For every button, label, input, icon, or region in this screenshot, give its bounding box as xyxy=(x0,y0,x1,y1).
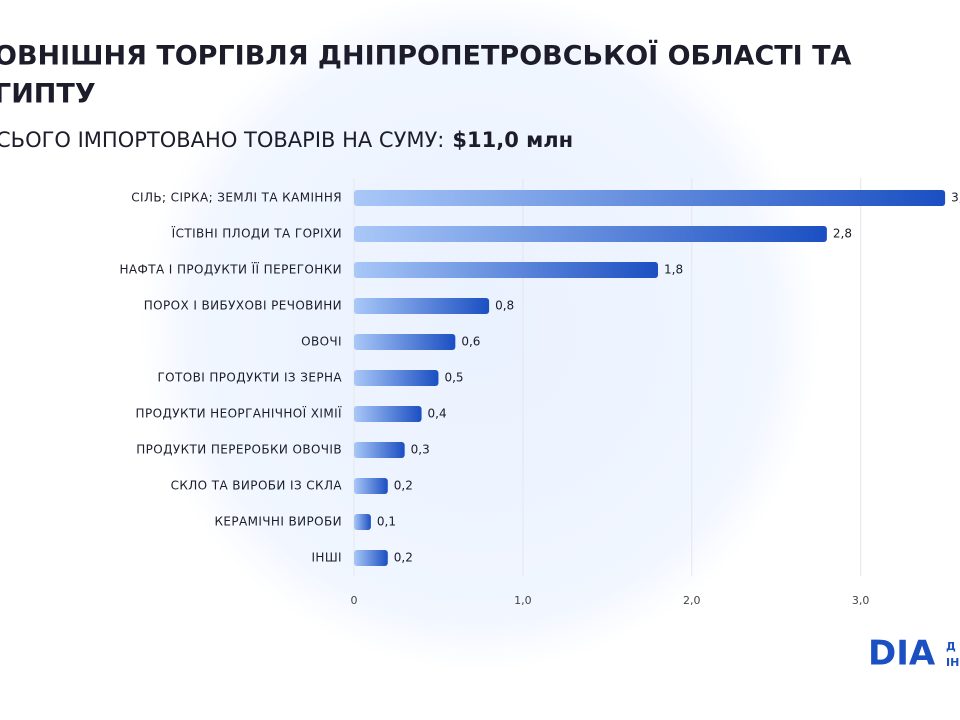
category-label: СКЛО ТА ВИРОБИ ІЗ СКЛА xyxy=(171,479,343,493)
value-label: 0,1 xyxy=(377,515,396,529)
category-label: ГОТОВІ ПРОДУКТИ ІЗ ЗЕРНА xyxy=(157,371,342,385)
bar xyxy=(354,334,456,350)
logo-mark: DIA xyxy=(868,634,936,674)
title-line: ГИПТУ xyxy=(0,79,96,110)
logo-text: Д xyxy=(946,640,956,653)
value-label: 0,2 xyxy=(394,551,413,565)
total: $11,0 млн xyxy=(452,128,573,152)
subtitle: СЬОГО ІМПОРТОВАНО ТОВАРІВ НА СУМУ: $11,0 … xyxy=(0,128,573,152)
logo-text: ІН xyxy=(946,656,959,669)
x-tick-label: 3,0 xyxy=(852,594,870,607)
value-label: 2,8 xyxy=(833,227,852,241)
category-label: ПРОДУКТИ ПЕРЕРОБКИ ОВОЧІВ xyxy=(136,443,342,457)
category-label: ПРОДУКТИ НЕОРГАНІЧНОЇ ХІМІЇ xyxy=(136,406,343,421)
bar xyxy=(354,298,490,314)
category-label: НАФТА І ПРОДУКТИ ЇЇ ПЕРЕГОНКИ xyxy=(119,262,342,277)
category-label: ІНШІ xyxy=(311,551,342,565)
bar xyxy=(354,478,388,494)
bar xyxy=(354,406,422,422)
bar xyxy=(354,226,827,242)
category-label: СІЛЬ; СІРКА; ЗЕМЛІ ТА КАМІННЯ xyxy=(131,191,342,205)
x-tick-label: 0 xyxy=(351,594,358,607)
subtitle-text: СЬОГО ІМПОРТОВАНО ТОВАРІВ НА СУМУ: xyxy=(0,128,444,152)
value-label: 0,3 xyxy=(411,443,430,457)
bar xyxy=(354,442,405,458)
category-label: ОВОЧІ xyxy=(301,335,342,349)
value-label: 0,4 xyxy=(428,407,447,421)
title-line: ОВНІШНЯ ТОРГІВЛЯ ДНІПРОПЕТРОВСЬКОЇ ОБЛАС… xyxy=(0,40,852,72)
value-label: 0,2 xyxy=(394,479,413,493)
value-label: 1,8 xyxy=(664,263,683,277)
value-label: 0,6 xyxy=(461,335,480,349)
value-label: 0,8 xyxy=(495,299,514,313)
x-tick-label: 1,0 xyxy=(514,594,532,607)
category-label: ЇСТІВНІ ПЛОДИ ТА ГОРІХИ xyxy=(172,226,342,241)
bar xyxy=(354,262,658,278)
background-circle xyxy=(140,0,820,670)
category-label: КЕРАМІЧНІ ВИРОБИ xyxy=(214,515,342,529)
x-tick-label: 2,0 xyxy=(683,594,701,607)
bar xyxy=(354,190,946,206)
category-label: ПОРОХ І ВИБУХОВІ РЕЧОВИНИ xyxy=(144,299,342,313)
value-label: 0,5 xyxy=(444,371,463,385)
bar xyxy=(354,514,371,530)
value-label: 3,5 xyxy=(951,191,960,205)
bar xyxy=(354,370,439,386)
bar xyxy=(354,550,388,566)
